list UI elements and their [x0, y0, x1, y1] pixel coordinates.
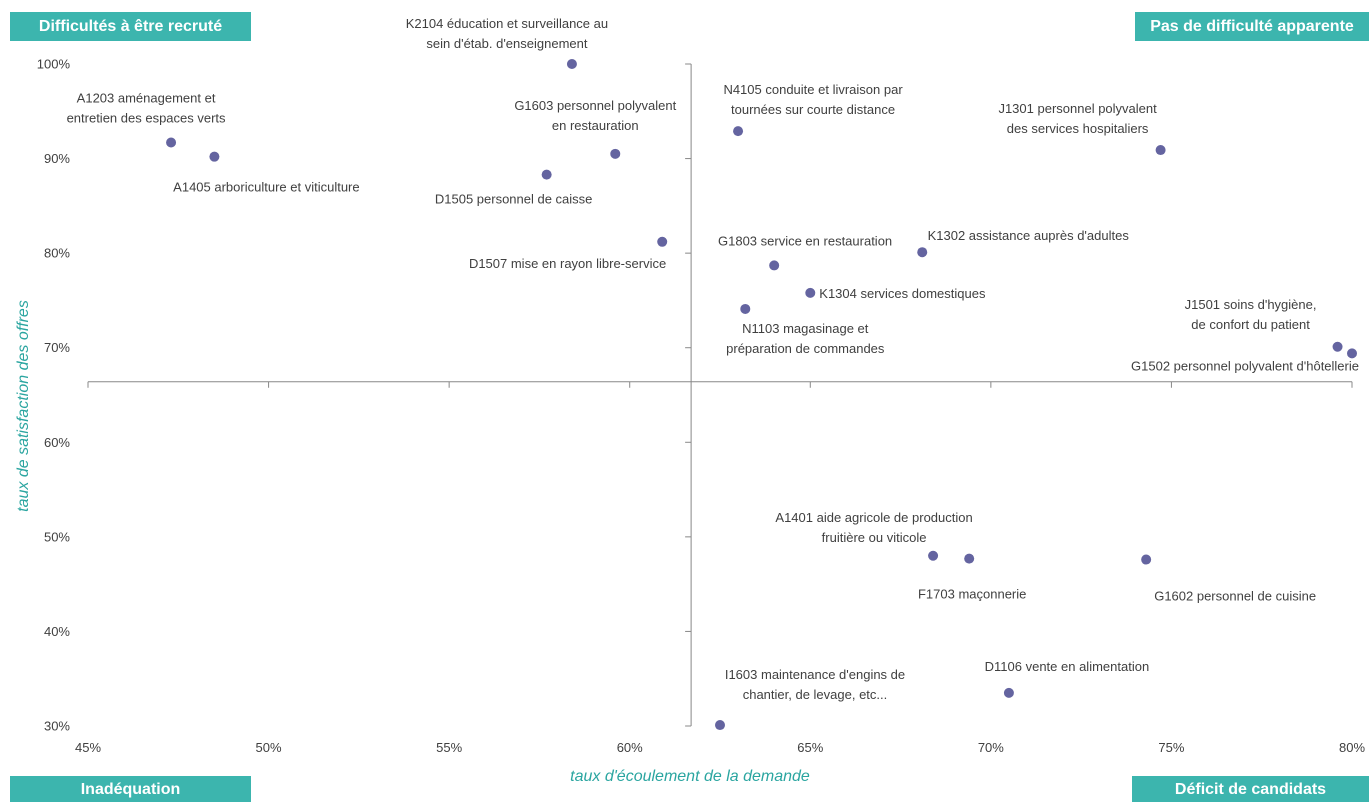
data-point: [1141, 554, 1152, 565]
quadrant-label-top-left: Difficultés à être recruté: [10, 12, 251, 41]
data-point: [1332, 341, 1343, 352]
y-tick-label: 50%: [44, 529, 70, 544]
x-tick-label: 45%: [75, 740, 101, 755]
data-point: [1003, 687, 1014, 698]
data-point: [928, 550, 939, 561]
data-point-label: J1501 soins d'hygiène,: [1185, 297, 1317, 312]
data-point-label: chantier, de levage, etc...: [743, 687, 888, 702]
data-point-label: G1603 personnel polyvalent: [514, 98, 676, 113]
y-tick-label: 30%: [44, 719, 70, 734]
x-tick-label: 60%: [617, 740, 643, 755]
quadrant-label-top-right: Pas de difficulté apparente: [1135, 12, 1369, 41]
data-point-label: en restauration: [552, 118, 639, 133]
data-point-label: sein d'étab. d'enseignement: [426, 36, 587, 51]
x-axis-title: taux d'écoulement de la demande: [570, 768, 810, 785]
data-point: [610, 148, 621, 159]
data-point-label: des services hospitaliers: [1007, 121, 1149, 136]
data-point-label: D1505 personnel de caisse: [435, 192, 593, 207]
data-point: [917, 247, 928, 258]
y-tick-label: 90%: [44, 151, 70, 166]
y-tick-label: 80%: [44, 246, 70, 261]
data-point-label: I1603 maintenance d'engins de: [725, 667, 905, 682]
y-tick-label: 40%: [44, 624, 70, 639]
data-point-label: G1502 personnel polyvalent d'hôtellerie: [1131, 358, 1359, 373]
x-tick-label: 65%: [797, 740, 823, 755]
data-point-label: K1304 services domestiques: [819, 286, 986, 301]
data-point: [769, 260, 780, 271]
data-point-label: A1203 aménagement et: [77, 90, 216, 105]
data-point: [657, 236, 668, 247]
data-point: [1347, 348, 1357, 359]
data-point-label: préparation de commandes: [726, 341, 885, 356]
data-point: [1155, 145, 1166, 156]
data-point: [805, 287, 816, 298]
quadrant-label-bottom-left: Inadéquation: [10, 776, 251, 802]
data-point-label: fruitière ou viticole: [822, 530, 927, 545]
data-point: [209, 151, 220, 162]
data-point-label: entretien des espaces verts: [67, 110, 226, 125]
data-point: [733, 126, 744, 137]
data-point: [541, 169, 552, 180]
x-tick-label: 70%: [978, 740, 1004, 755]
data-point-label: N1103 magasinage et: [742, 321, 869, 336]
data-point: [715, 720, 725, 731]
data-point-label: D1106 vente en alimentation: [985, 659, 1150, 674]
data-point-label: G1602 personnel de cuisine: [1154, 589, 1316, 604]
quadrant-label-bottom-right: Déficit de candidats: [1132, 776, 1369, 802]
y-tick-label: 70%: [44, 340, 70, 355]
x-tick-label: 80%: [1339, 740, 1365, 755]
data-point: [964, 553, 975, 564]
data-point-label: J1301 personnel polyvalent: [998, 101, 1157, 116]
data-point: [566, 59, 577, 69]
data-point-label: de confort du patient: [1191, 317, 1310, 332]
data-point-label: N4105 conduite et livraison par: [723, 82, 903, 97]
data-point-label: K1302 assistance auprès d'adultes: [928, 228, 1130, 243]
x-tick-label: 50%: [256, 740, 282, 755]
data-point: [740, 303, 751, 314]
y-tick-label: 60%: [44, 435, 70, 450]
data-point-label: A1401 aide agricole de production: [775, 510, 972, 525]
data-point-label: A1405 arboriculture et viticulture: [173, 180, 359, 195]
data-point-label: K2104 éducation et surveillance au: [406, 16, 608, 31]
x-tick-label: 55%: [436, 740, 462, 755]
data-point-label: F1703 maçonnerie: [918, 587, 1026, 602]
data-point-label: tournées sur courte distance: [731, 102, 895, 117]
y-axis-title: taux de satisfaction des offres: [15, 300, 32, 512]
data-point-label: G1803 service en restauration: [718, 233, 892, 248]
data-point-label: D1507 mise en rayon libre-service: [469, 256, 666, 271]
x-tick-label: 75%: [1158, 740, 1184, 755]
y-tick-label: 100%: [37, 57, 71, 72]
data-point: [166, 137, 177, 148]
